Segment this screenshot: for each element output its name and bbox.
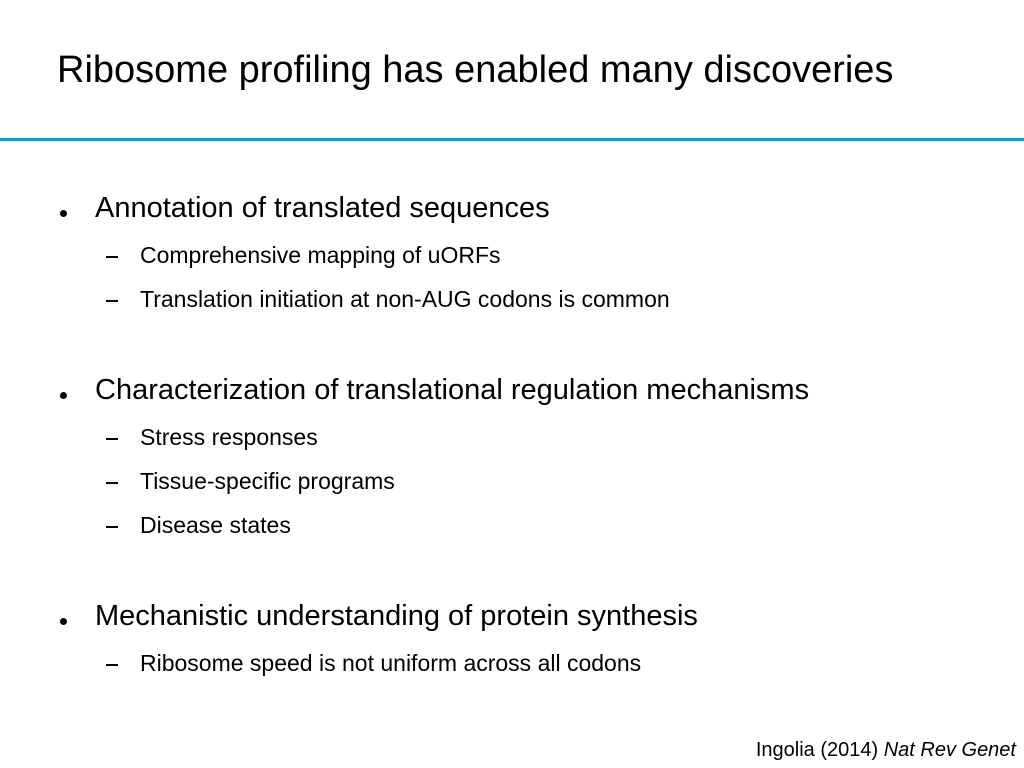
dash-icon — [106, 482, 118, 484]
sub-item: Ribosome speed is not uniform across all… — [140, 650, 642, 676]
dash-icon — [106, 256, 118, 258]
bullet-dot-icon — [60, 392, 67, 399]
citation: Ingolia (2014) Nat Rev Genet — [756, 736, 1016, 764]
bullet-dot-icon — [60, 210, 67, 217]
dash-icon — [106, 664, 118, 666]
sub-item: Comprehensive mapping of uORFs — [140, 242, 501, 268]
slide-title: Ribosome profiling has enabled many disc… — [57, 49, 894, 91]
dash-icon — [106, 300, 118, 302]
dash-icon — [106, 438, 118, 440]
bullet-annotation: Annotation of translated sequences — [95, 192, 550, 224]
sub-item: Tissue-specific programs — [140, 468, 395, 494]
bullet-dot-icon — [60, 618, 67, 625]
sub-item: Disease states — [140, 512, 291, 538]
dash-icon — [106, 526, 118, 528]
title-divider — [0, 138, 1024, 141]
bullet-characterization: Characterization of translational regula… — [95, 374, 810, 406]
citation-journal: Nat Rev Genet — [883, 739, 1016, 761]
bullet-mechanistic: Mechanistic understanding of protein syn… — [95, 600, 698, 632]
sub-item: Translation initiation at non-AUG codons… — [140, 286, 670, 312]
sub-item: Stress responses — [140, 424, 318, 450]
citation-author-year: Ingolia (2014) — [755, 739, 879, 761]
